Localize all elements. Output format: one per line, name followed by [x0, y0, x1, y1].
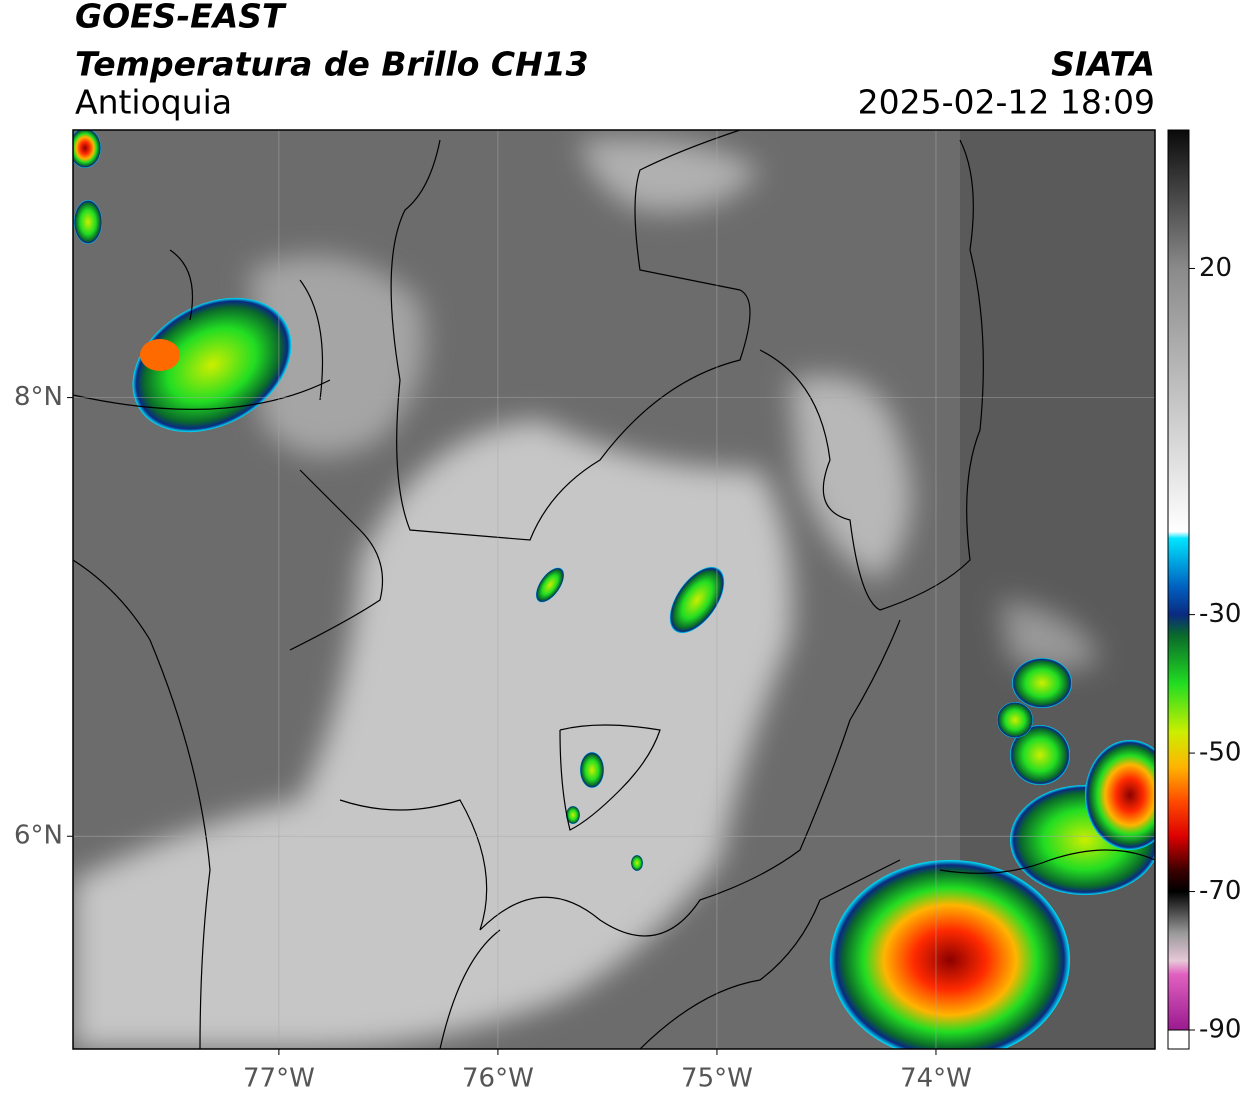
region: Antioquia: [75, 83, 232, 122]
x-tick-label: 77°W: [243, 1064, 315, 1094]
title: GOES-EAST: [75, 0, 287, 36]
source: SIATA: [1051, 45, 1155, 84]
colorbar-tick-label: -90: [1199, 1015, 1241, 1045]
satellite-image: [73, 130, 1155, 1049]
colorbar-under: [1167, 1029, 1190, 1050]
y-tick-label: 8°N: [14, 382, 63, 412]
x-tick-label: 74°W: [900, 1064, 972, 1094]
colorbar-tick-label: -70: [1199, 876, 1241, 906]
x-tick-label: 75°W: [681, 1064, 753, 1094]
colorbar: [1167, 129, 1190, 1031]
colorbar-tick-label: -30: [1199, 599, 1241, 629]
y-tick-label: 6°N: [14, 821, 63, 851]
map-frame: [72, 129, 1156, 1050]
x-tick-label: 76°W: [462, 1064, 534, 1094]
subtitle: Temperatura de Brillo CH13: [75, 45, 589, 84]
colorbar-tick-label: 20: [1199, 253, 1232, 283]
colorbar-tick-label: -50: [1199, 738, 1241, 768]
datetime: 2025-02-12 18:09: [858, 83, 1155, 122]
